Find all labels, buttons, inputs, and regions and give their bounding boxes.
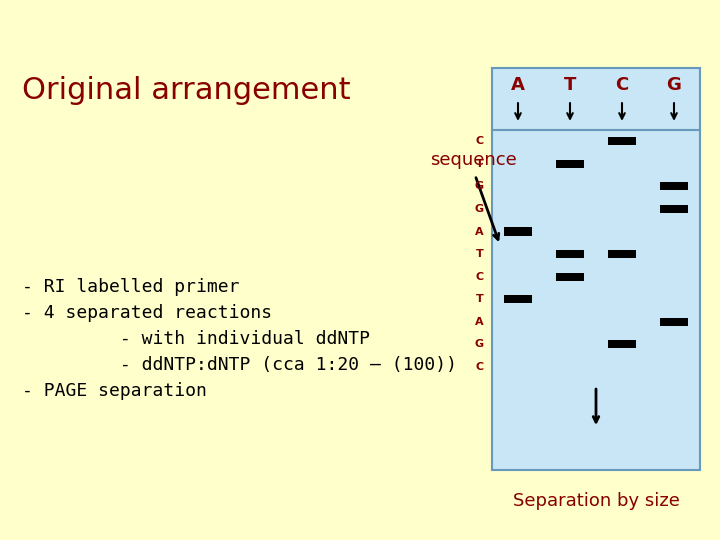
Text: C: C	[476, 136, 484, 146]
Bar	[492, 68, 700, 470]
Bar	[660, 183, 688, 191]
Bar	[660, 318, 688, 326]
Bar	[608, 250, 636, 258]
Bar	[557, 160, 583, 168]
Bar	[608, 340, 636, 348]
Bar	[505, 227, 531, 235]
Text: Original arrangement: Original arrangement	[22, 76, 351, 105]
Bar	[660, 205, 688, 213]
Text: Separation by size: Separation by size	[513, 492, 680, 510]
Bar	[608, 137, 636, 145]
Text: T: T	[476, 294, 484, 304]
Text: C: C	[616, 76, 629, 94]
Bar	[557, 273, 583, 281]
Text: T: T	[476, 159, 484, 169]
Text: G: G	[475, 204, 484, 214]
Bar	[557, 250, 583, 258]
Text: C: C	[476, 362, 484, 372]
Text: - with individual ddNTP: - with individual ddNTP	[22, 330, 370, 348]
Bar	[505, 295, 531, 303]
Text: - ddNTP:dNTP (cca 1:20 – (100)): - ddNTP:dNTP (cca 1:20 – (100))	[22, 356, 457, 374]
Text: - PAGE separation: - PAGE separation	[22, 382, 207, 400]
Text: T: T	[564, 76, 576, 94]
Text: C: C	[476, 272, 484, 282]
Text: G: G	[667, 76, 681, 94]
Text: A: A	[475, 227, 484, 237]
Text: sequence: sequence	[430, 151, 517, 169]
Text: - RI labelled primer: - RI labelled primer	[22, 278, 240, 296]
Text: T: T	[476, 249, 484, 259]
Text: G: G	[475, 339, 484, 349]
Text: - 4 separated reactions: - 4 separated reactions	[22, 304, 272, 322]
Text: A: A	[511, 76, 525, 94]
Text: G: G	[475, 181, 484, 191]
Text: A: A	[475, 317, 484, 327]
